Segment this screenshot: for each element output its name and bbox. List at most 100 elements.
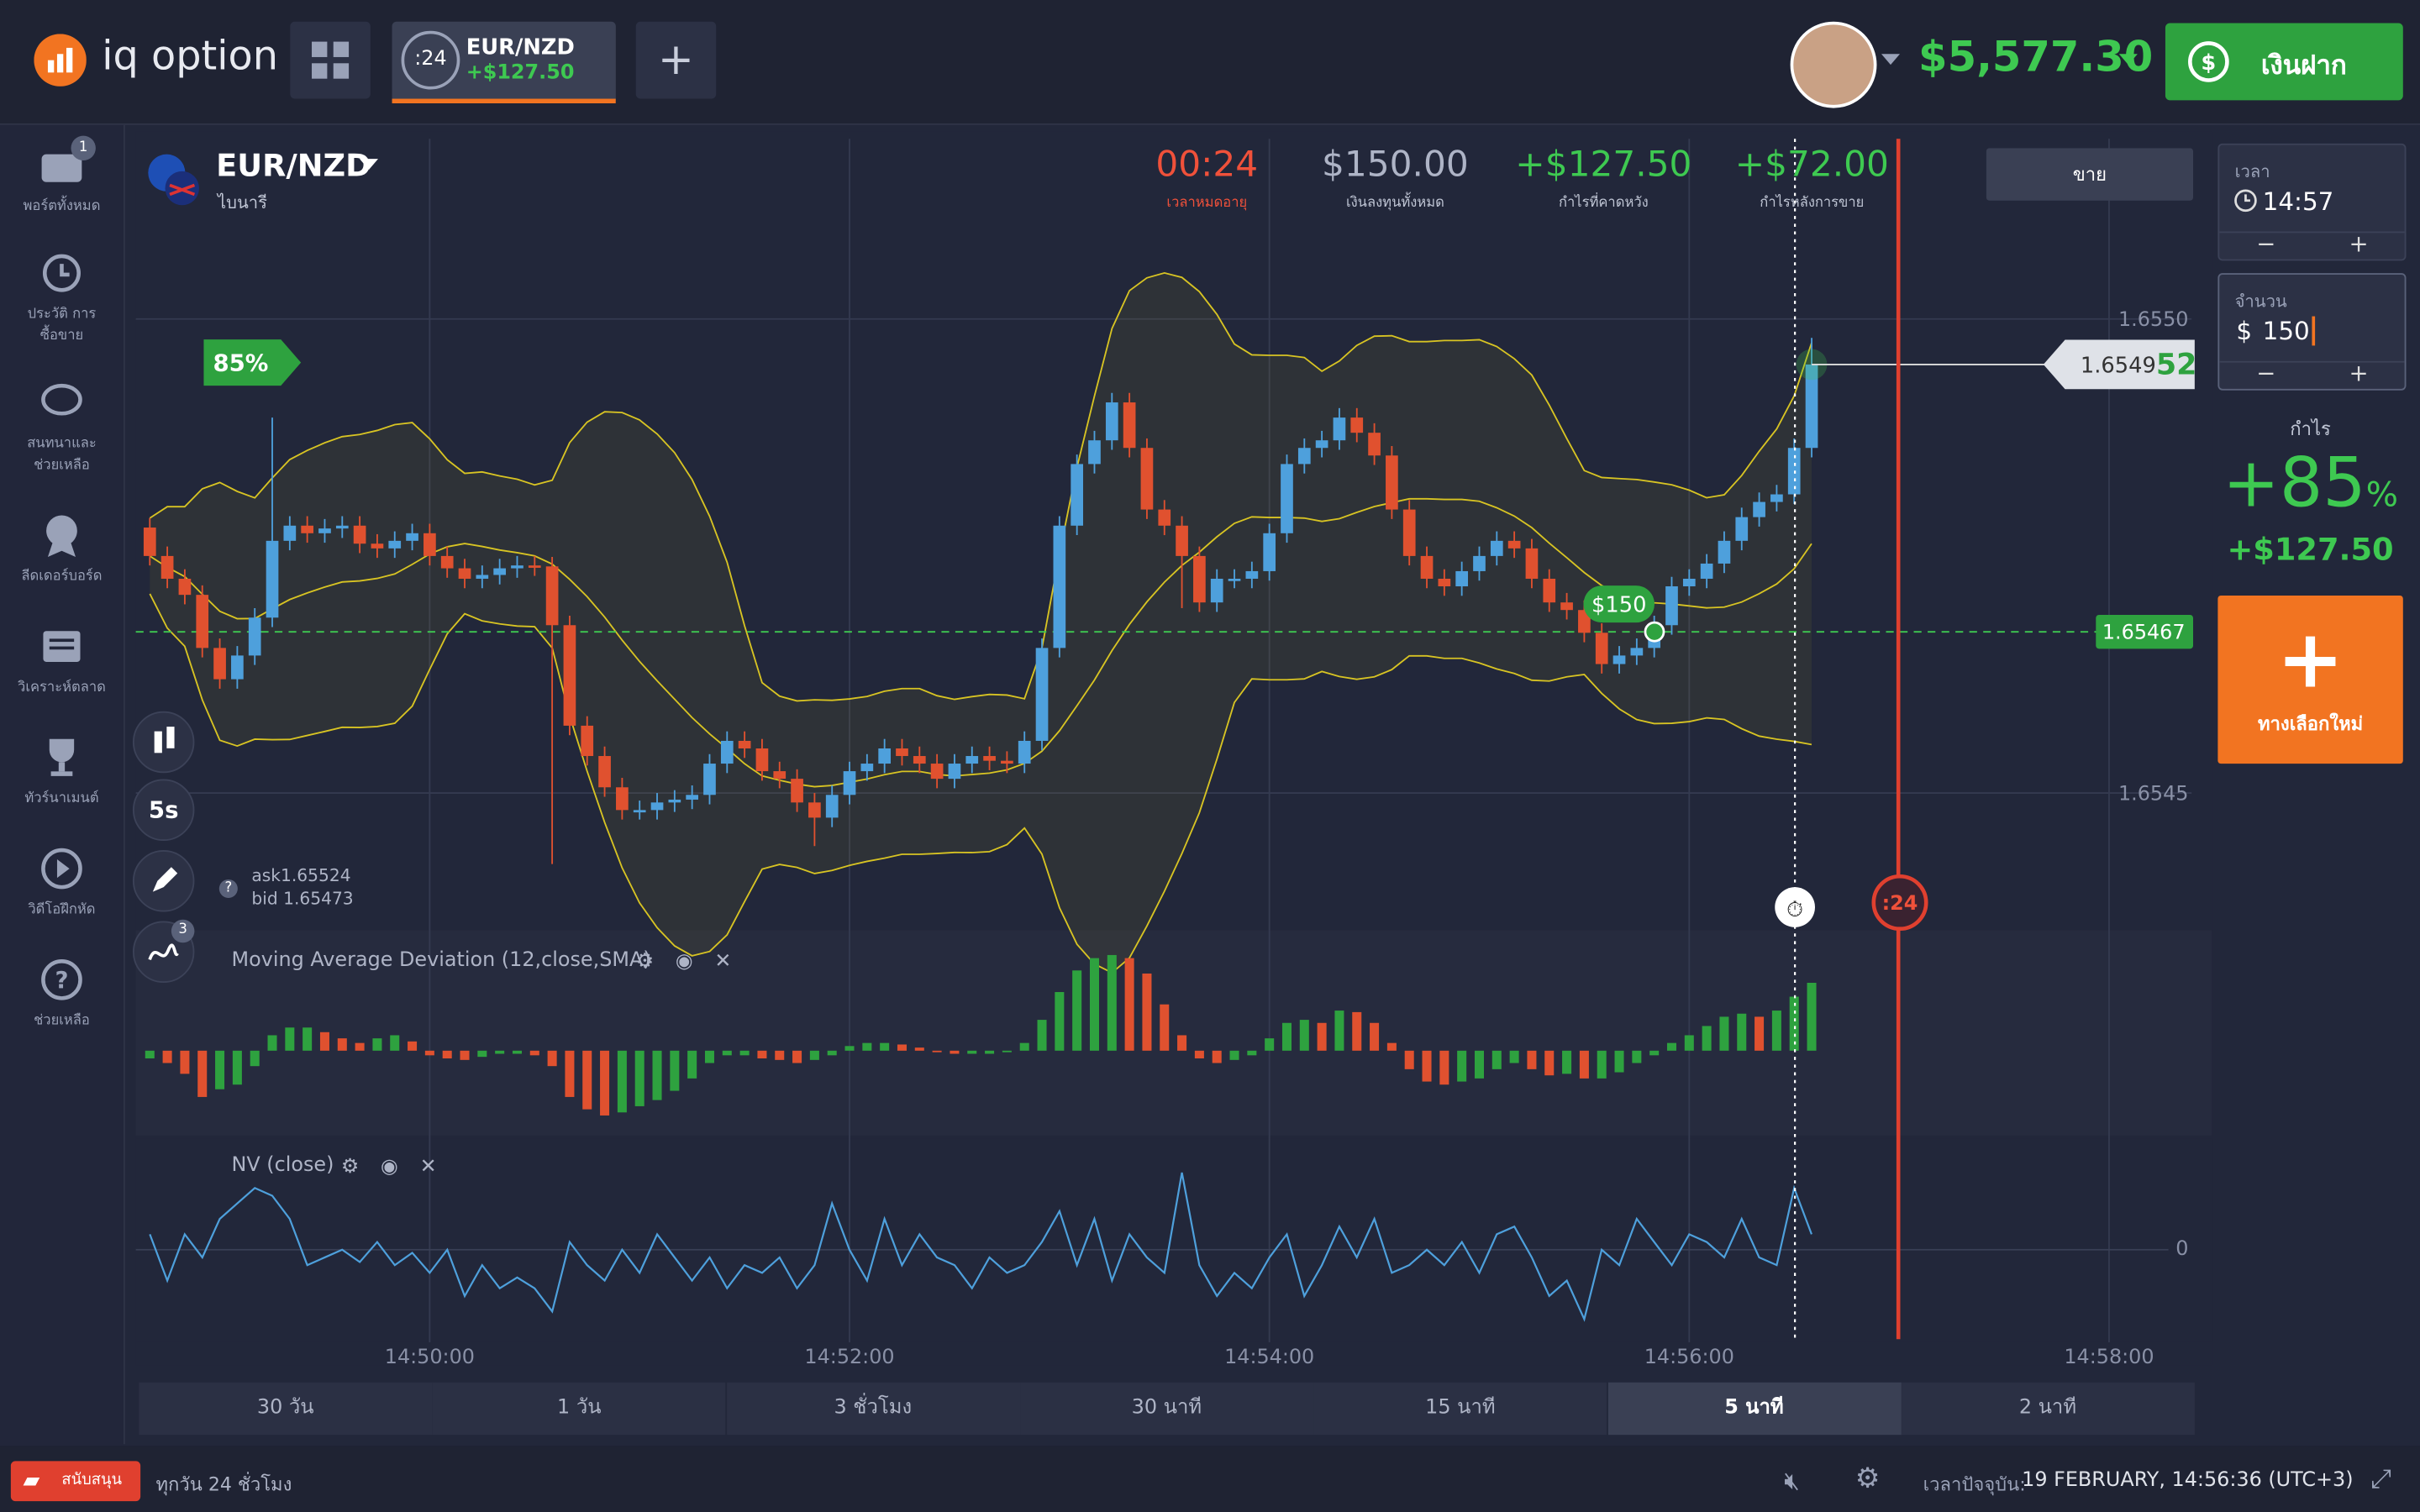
candle-body — [896, 748, 908, 757]
histogram-bar — [1317, 1022, 1327, 1051]
sell-button[interactable]: ขาย — [1986, 148, 2194, 201]
histogram-bar — [967, 1050, 977, 1054]
new-option-label: ทางเลือกใหม่ — [2258, 712, 2364, 735]
sidebar-item[interactable]: ลีดเดอร์บอร์ด — [0, 512, 124, 586]
candle-body — [440, 555, 454, 569]
histogram-bar — [1649, 1050, 1660, 1056]
sidebar-item[interactable]: สนทนาและ ช่วยเหลือ — [0, 380, 124, 475]
candle-body — [1245, 570, 1259, 579]
sidebar-label: วิดีโอฝึกหัด — [28, 902, 96, 918]
period-option[interactable]: 3 ชั่วโมง — [726, 1382, 1020, 1436]
histogram-bar — [950, 1050, 960, 1054]
mute-button[interactable]: 🔇︎ — [1784, 1465, 1800, 1495]
stat-label: เวลาหมดอายุ — [1166, 196, 1248, 212]
candle-body — [353, 525, 366, 544]
badge: 1 — [71, 135, 96, 161]
settings-button[interactable]: ⚙ — [1854, 1462, 1881, 1495]
draw-button[interactable] — [132, 850, 195, 912]
stat-label: กำไรหลังการขาย — [1760, 196, 1865, 212]
x-tick-label: 14:56:00 — [1644, 1345, 1734, 1368]
candle-body — [476, 575, 489, 579]
grid-button[interactable] — [290, 21, 371, 99]
price-main: 1.6549 — [2081, 353, 2156, 378]
indicator-title: Moving Average Deviation (12,close,SMA) — [231, 948, 651, 973]
period-option[interactable]: 30 นาที — [1019, 1382, 1313, 1436]
asset-tab[interactable]: :24 EUR/NZD +$127.50 — [392, 21, 616, 104]
payout-badge — [203, 339, 302, 386]
sidebar-item[interactable]: ประวัติ การซื้อขาย — [0, 250, 124, 346]
histogram-bar — [1072, 970, 1082, 1051]
histogram-bar — [582, 1050, 592, 1110]
logo-text: iq option — [102, 34, 279, 81]
histogram-bar — [1807, 983, 1817, 1051]
indicator-controls[interactable]: ⚙◉✕ — [340, 1155, 459, 1179]
period-option[interactable]: 5 นาที — [1607, 1382, 1901, 1436]
histogram-bar — [215, 1050, 225, 1089]
stat: +$72.00 กำไรหลังการขาย — [1719, 145, 1904, 213]
histogram-bar — [600, 1050, 610, 1116]
period-option[interactable]: 30 วัน — [139, 1382, 433, 1436]
interval-button[interactable]: 5s — [132, 779, 195, 842]
deadline-icon — [1775, 887, 1816, 927]
deposit-button[interactable]: $ เงินฝาก — [2165, 23, 2403, 101]
candle-body — [1018, 740, 1031, 764]
candle-body — [808, 802, 821, 818]
amount-box[interactable]: จำนวน $ 150 − + — [2217, 273, 2407, 391]
add-tab[interactable]: + — [635, 21, 717, 99]
candle-body — [1753, 501, 1765, 517]
period-option[interactable]: 2 นาที — [1901, 1382, 2195, 1436]
histogram-bar — [1491, 1050, 1502, 1069]
fullscreen-button[interactable]: ⤢ — [2370, 1464, 2392, 1495]
help-icon[interactable]: ? — [218, 879, 238, 898]
histogram-bar — [617, 1050, 627, 1113]
histogram-bar — [1527, 1050, 1537, 1069]
stepper: − + — [2219, 360, 2405, 391]
candle-body — [983, 756, 996, 761]
sidebar-label: สนทนาและ ช่วยเหลือ — [27, 436, 97, 474]
period-option[interactable]: 1 วัน — [432, 1382, 726, 1436]
candle-body — [213, 648, 226, 680]
new-option-button[interactable]: + ทางเลือกใหม่ — [2217, 595, 2403, 764]
amount-label: จำนวน — [2234, 291, 2287, 312]
histogram-bar — [460, 1050, 470, 1060]
avatar[interactable] — [1790, 21, 1877, 108]
price-glow — [1796, 349, 1828, 381]
amount-value: 150 — [2263, 316, 2315, 346]
indicators-button[interactable]: 3 — [132, 919, 195, 984]
candle-body — [1718, 540, 1731, 564]
candle-body — [1560, 602, 1573, 611]
candle-body — [1665, 586, 1678, 626]
x-tick-label: 14:58:00 — [2064, 1345, 2154, 1368]
histogram-bar — [1352, 1011, 1362, 1051]
plus-icon: + — [2276, 614, 2344, 707]
sidebar-item[interactable]: วิเคราะห์ตลาด — [0, 623, 124, 697]
band-fill — [150, 272, 1812, 974]
histogram-bar — [267, 1035, 277, 1051]
sidebar-item[interactable]: ? ช่วยเหลือ — [0, 957, 124, 1031]
histogram-bar — [809, 1050, 819, 1060]
time-box[interactable]: เวลา 14:57 − + — [2217, 143, 2407, 261]
sidebar-item[interactable]: ทัวร์นาเมนต์ — [0, 734, 124, 808]
indicator-controls[interactable]: ⚙◉✕ — [635, 950, 754, 974]
histogram-bar — [1614, 1050, 1624, 1073]
histogram-bar — [1055, 992, 1065, 1051]
histogram-bar — [652, 1050, 662, 1100]
support-label: สนับสนุน — [61, 1472, 123, 1489]
histogram-bar — [197, 1050, 208, 1097]
candle-body — [406, 533, 418, 541]
asset-name[interactable]: EUR/NZD — [216, 146, 371, 184]
balance[interactable]: $5,577.30 — [1918, 34, 2154, 82]
stat: $150.00 เงินลงทุนทั้งหมด — [1302, 145, 1487, 213]
svg-text:?: ? — [55, 967, 68, 994]
sidebar-item[interactable]: พอร์ตทั้งหมด 1 — [0, 135, 124, 216]
histogram-bar — [390, 1035, 400, 1051]
chart-type-button[interactable] — [132, 711, 195, 774]
sidebar-item[interactable]: วิดีโอฝึกหัด — [0, 846, 124, 920]
price-label-bg — [2043, 339, 2195, 390]
histogram-bar — [408, 1041, 418, 1051]
entry-amount: $150 — [1591, 592, 1646, 617]
support-button[interactable]: ▰ สนับสนุน — [10, 1461, 141, 1502]
period-option[interactable]: 15 นาที — [1313, 1382, 1607, 1436]
